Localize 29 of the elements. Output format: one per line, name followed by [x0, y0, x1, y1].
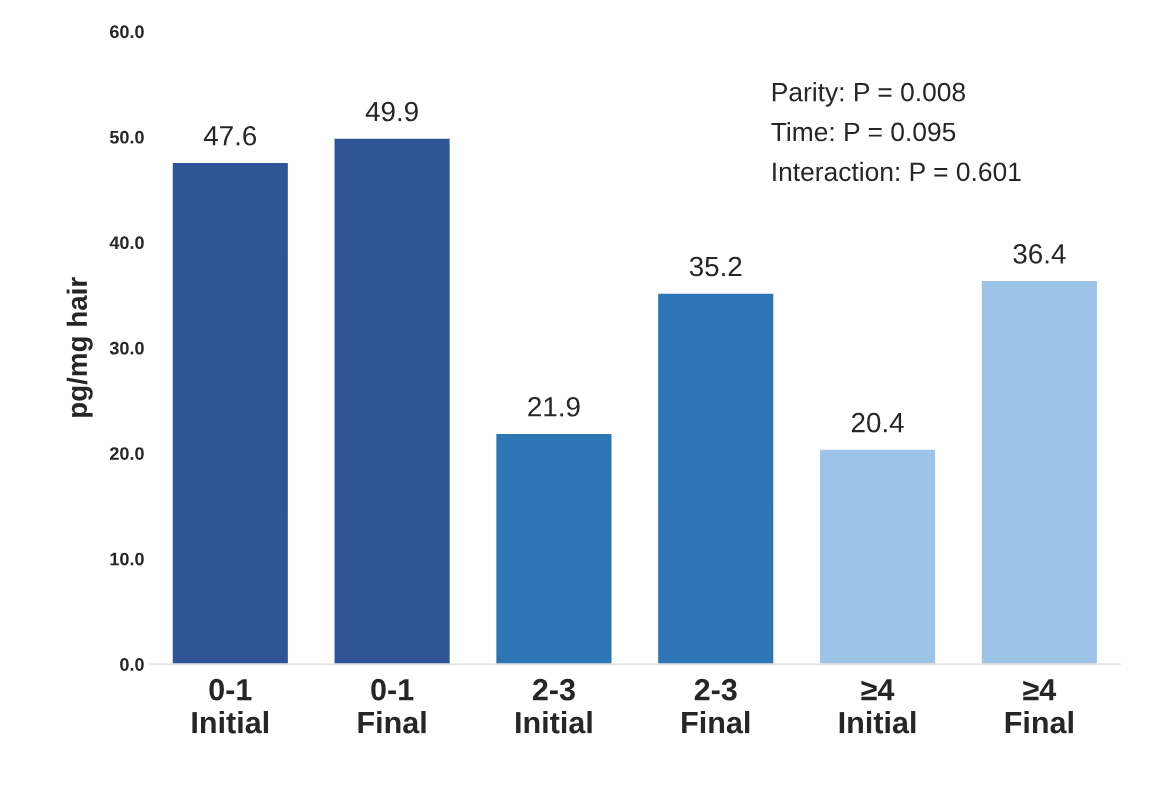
bar [333, 137, 452, 665]
bar [656, 292, 775, 665]
x-tick-label: ≥4 Initial [839, 679, 916, 734]
y-tick-label: 50.0 [109, 130, 144, 144]
y-tick-label: 20.0 [110, 447, 144, 460]
bar [818, 448, 937, 665]
y-tick-label: 10.0 [110, 552, 144, 566]
annotation: Interaction: P = 0.601 [773, 161, 1021, 182]
annotation: Parity: P = 0.008 [772, 82, 965, 107]
bar [980, 279, 1099, 665]
x-tick-label: 2-3 Initial [516, 678, 592, 734]
data-label: 35.2 [689, 256, 742, 277]
x-tick-label: ≥4 Final [1005, 679, 1073, 734]
x-tick-label: 0-1 Initial [192, 678, 269, 734]
y-tick-label: 60.0 [110, 25, 144, 39]
y-axis-title: pg/mg hair [66, 277, 93, 417]
y-tick-label: 30.0 [109, 341, 144, 355]
data-label: 47.6 [203, 125, 257, 146]
bar [494, 432, 613, 665]
y-tick-label: 40.0 [109, 236, 144, 250]
data-label: 36.4 [1013, 244, 1066, 264]
annotation: Time: P = 0.095 [771, 121, 956, 142]
x-tick-label: 2-3 Final [682, 678, 750, 734]
data-label: 49.9 [365, 101, 418, 122]
data-label: 20.4 [851, 412, 904, 433]
x-tick-label: 0-1 Final [358, 678, 426, 734]
y-tick-label: 0.0 [120, 658, 144, 671]
data-label: 21.9 [528, 396, 580, 417]
bar [171, 161, 290, 665]
